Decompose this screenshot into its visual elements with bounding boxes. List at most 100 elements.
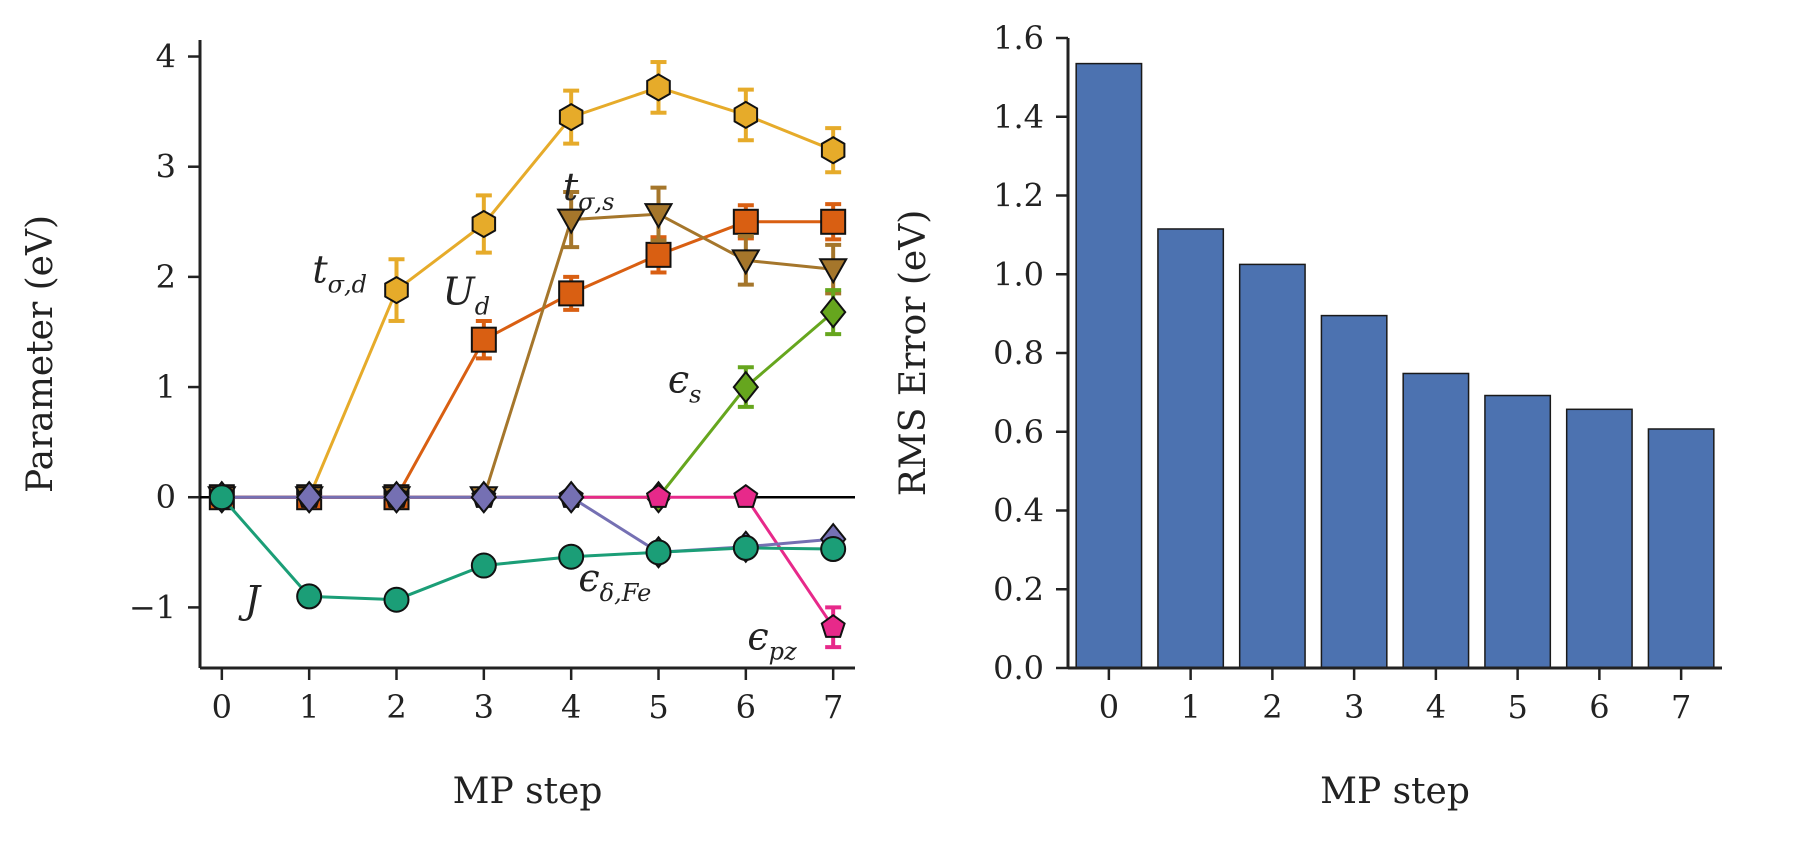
data-point bbox=[556, 208, 586, 235]
data-point bbox=[383, 586, 410, 613]
y-tick-label: 1.4 bbox=[993, 98, 1044, 136]
annotation-subscript: σ,s bbox=[578, 188, 614, 216]
y-axis-label: RMS Error (eV) bbox=[893, 210, 934, 497]
annotation-main: U bbox=[443, 269, 477, 313]
data-point bbox=[643, 203, 674, 230]
annotation-main: ϵ bbox=[578, 556, 599, 600]
y-tick-label: 0.6 bbox=[993, 413, 1044, 451]
y-axis-label: Parameter (eV) bbox=[20, 215, 61, 493]
data-point bbox=[470, 552, 497, 579]
data-point bbox=[820, 613, 846, 638]
data-point bbox=[295, 480, 323, 514]
x-tick-label: 0 bbox=[1099, 688, 1119, 726]
x-tick-label: 1 bbox=[1180, 688, 1200, 726]
data-point bbox=[645, 539, 672, 566]
data-point bbox=[296, 583, 323, 610]
x-tick-label: 2 bbox=[1262, 688, 1282, 726]
annotation-eps_dFe: ϵδ,Fe bbox=[578, 556, 651, 607]
y-tick-label: 2 bbox=[156, 258, 176, 296]
annotation-t_sd: tσ,d bbox=[312, 247, 367, 298]
rms-error-bar-chart: 0.0 0.2 0.4 0.6 0.8 1.0 1.2 1.4 1.6 0 1 2 3 4 5 6 7 MP st… bbox=[893, 19, 1722, 812]
data-point bbox=[471, 209, 497, 239]
y-tick-label: −1 bbox=[129, 588, 176, 626]
y-tick-label: 0.8 bbox=[993, 334, 1044, 372]
bar bbox=[1402, 372, 1470, 669]
bar bbox=[1647, 428, 1715, 669]
x-tick-label: 2 bbox=[386, 688, 406, 726]
x-tick-label: 6 bbox=[1589, 688, 1609, 726]
data-point bbox=[557, 480, 585, 514]
series-J bbox=[208, 484, 847, 613]
data-point bbox=[558, 102, 584, 132]
annotation-J: J bbox=[238, 578, 262, 622]
series-t_ss bbox=[207, 185, 848, 513]
data-point bbox=[558, 543, 585, 570]
series-line bbox=[221, 85, 834, 499]
data-point bbox=[384, 275, 409, 305]
x-axis-label: MP step bbox=[453, 771, 603, 812]
data-point bbox=[646, 73, 671, 102]
annotation-U_d: Ud bbox=[443, 269, 490, 320]
data-point bbox=[470, 326, 497, 353]
data-point bbox=[820, 136, 846, 165]
x-tick-label: 1 bbox=[299, 688, 319, 726]
annotation-main: ϵ bbox=[747, 614, 768, 658]
annotation-main: J bbox=[238, 578, 262, 622]
annotation-subscript: pz bbox=[769, 637, 797, 665]
y-tick-label: 1.0 bbox=[993, 255, 1044, 293]
data-point bbox=[558, 280, 585, 307]
y-tick-label: 0.2 bbox=[993, 570, 1044, 608]
y-tick-label: 3 bbox=[156, 148, 176, 186]
y-tick-label: 1.6 bbox=[993, 19, 1044, 57]
annotation-subscript: d bbox=[475, 292, 490, 320]
series-eps_s bbox=[208, 288, 847, 514]
data-point bbox=[733, 483, 759, 508]
x-tick-label: 7 bbox=[823, 688, 843, 726]
data-point bbox=[645, 483, 672, 508]
data-point bbox=[732, 208, 759, 235]
bar bbox=[1157, 228, 1225, 669]
annotation-main: ϵ bbox=[668, 358, 689, 402]
y-tick-label: 1 bbox=[156, 368, 176, 406]
bar bbox=[1320, 314, 1388, 669]
annotation-eps_pz: ϵpz bbox=[747, 614, 797, 665]
annotation-main: t bbox=[563, 165, 579, 209]
data-point bbox=[732, 370, 760, 404]
x-tick-label: 6 bbox=[736, 688, 756, 726]
bar bbox=[1565, 408, 1633, 669]
y-tick-label: 1.2 bbox=[993, 177, 1044, 215]
data-point bbox=[818, 258, 848, 285]
x-tick-label: 0 bbox=[212, 688, 232, 726]
y-tick-label: 4 bbox=[156, 38, 176, 76]
x-tick-label: 5 bbox=[648, 688, 668, 726]
series-line bbox=[220, 496, 834, 602]
annotation-subscript: δ,Fe bbox=[600, 579, 652, 607]
x-axis-label: MP step bbox=[1320, 771, 1470, 812]
y-tick-label: 0.4 bbox=[993, 492, 1044, 530]
x-tick-label: 5 bbox=[1507, 688, 1527, 726]
annotation-eps_s: ϵs bbox=[668, 358, 702, 409]
data-point bbox=[645, 241, 672, 268]
x-tick-label: 3 bbox=[1344, 688, 1364, 726]
annotation-main: t bbox=[312, 247, 328, 291]
y-tick-label: 0 bbox=[156, 478, 176, 516]
data-point bbox=[819, 295, 847, 329]
x-tick-label: 4 bbox=[561, 688, 581, 726]
x-tick-label: 4 bbox=[1426, 688, 1446, 726]
data-point bbox=[731, 249, 761, 276]
data-point bbox=[732, 534, 759, 561]
bar bbox=[1484, 394, 1552, 669]
data-point bbox=[733, 100, 759, 130]
bar bbox=[1238, 263, 1306, 669]
data-point bbox=[383, 480, 410, 514]
annotation-subscript: s bbox=[689, 381, 701, 409]
data-point bbox=[208, 484, 235, 511]
y-tick-label: 0.0 bbox=[993, 649, 1044, 687]
x-tick-label: 7 bbox=[1671, 688, 1691, 726]
annotation-t_ss: tσ,s bbox=[563, 165, 615, 216]
data-point bbox=[820, 536, 847, 563]
series-line bbox=[221, 310, 835, 499]
bar bbox=[1075, 62, 1143, 669]
